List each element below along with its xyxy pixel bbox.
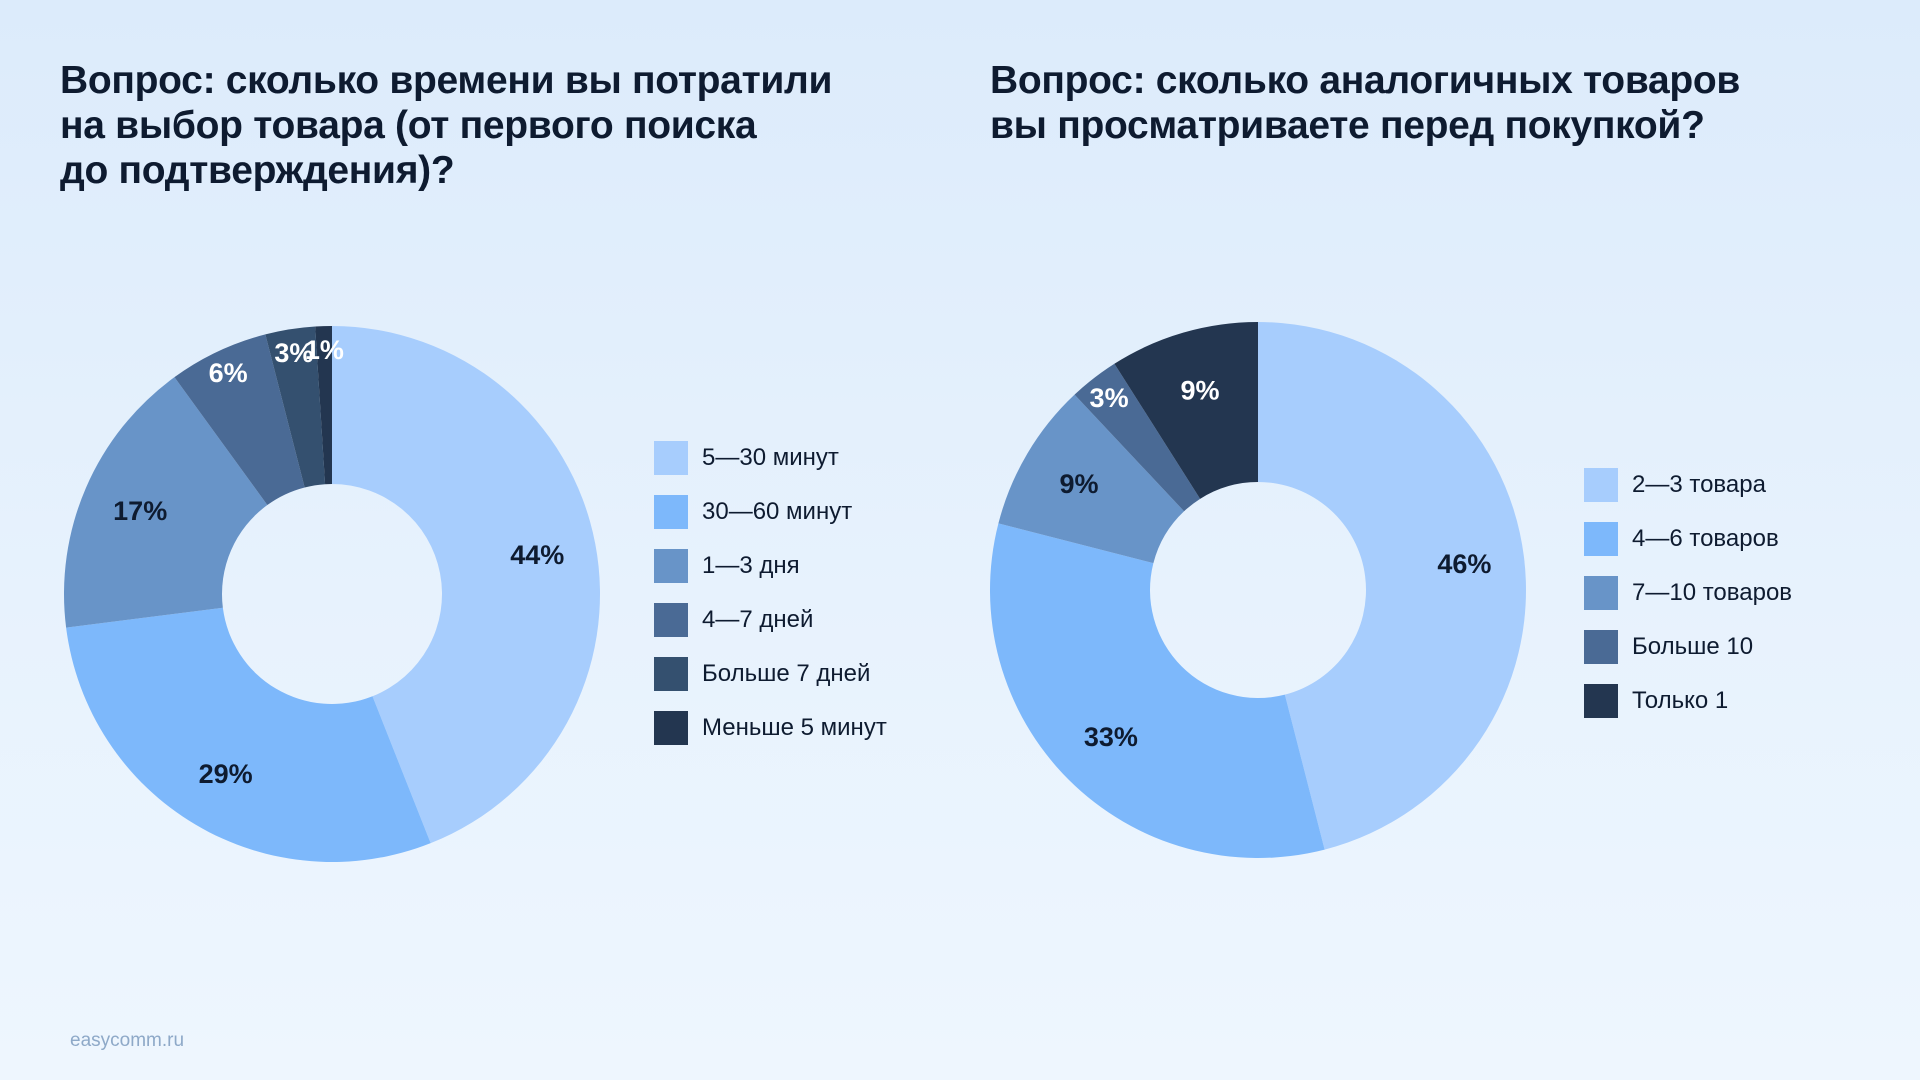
legend-label: 2—3 товара [1632,471,1766,498]
donut-slice [1258,322,1526,850]
chart-title-time-spent: Вопрос: сколько времени вы потратили на … [60,59,833,192]
legend-label: Больше 7 дней [702,660,871,687]
legend-swatch [654,711,688,745]
legend-item: 4—7 дней [654,593,887,647]
legend-item: Только 1 [1584,674,1792,728]
legend-label: 7—10 товаров [1632,579,1793,606]
slice-percent-label: 9% [1180,375,1219,405]
donut-slice [315,326,332,485]
slice-percent-label: 44% [510,540,564,570]
donut-slice [998,394,1185,564]
legend-item: 7—10 товаров [1584,566,1792,620]
legend-label: Меньше 5 минут [702,714,887,741]
legend-label: Больше 10 [1632,633,1754,660]
legend-item: 1—3 дня [654,539,887,593]
donut-slice [1074,363,1201,512]
legend-label: Только 1 [1632,687,1729,714]
donut-slice [174,334,305,506]
site-footer-link[interactable]: easycomm.ru [70,1030,185,1051]
legend-label: 4—7 дней [702,606,814,633]
legend-label: 30—60 минут [702,498,853,525]
legend-swatch [654,603,688,637]
legend-swatch [1584,630,1618,664]
donut-slice [990,523,1325,858]
legend-item: 2—3 товара [1584,458,1792,512]
legend-label: 1—3 дня [702,552,800,579]
slice-percent-label: 9% [1059,469,1098,499]
slice-percent-label: 29% [199,759,253,789]
legend-time-spent: 5—30 минут 30—60 минут 1—3 дня 4—7 дней Боль… [654,431,887,755]
legend-swatch [654,495,688,529]
legend-swatch [1584,684,1618,718]
legend-swatch [654,549,688,583]
donut-chart-similar-products: 46% 33% 9% 3% 9% [990,322,1526,858]
legend-item: Больше 7 дней [654,647,887,701]
slice-percent-label: 6% [209,358,248,388]
legend-item: 30—60 минут [654,485,887,539]
legend-swatch [1584,522,1618,556]
legend-item: Больше 10 [1584,620,1792,674]
legend-label: 4—6 товаров [1632,525,1779,552]
legend-item: 4—6 товаров [1584,512,1792,566]
legend-swatch [1584,468,1618,502]
slice-percent-label: 17% [113,496,167,526]
donut-slice [63,377,268,628]
legend-swatch [654,441,688,475]
donut-slice [66,607,431,862]
donut-slice [265,326,326,488]
slice-percent-label: 46% [1437,549,1491,579]
legend-swatch [654,657,688,691]
slice-percent-label: 33% [1084,722,1138,752]
chart-title-similar-products: Вопрос: сколько аналогичных товаров вы п… [990,59,1741,147]
legend-similar-products: 2—3 товара 4—6 товаров 7—10 товаров Больше … [1584,458,1792,728]
slice-percent-label: 1% [305,335,344,365]
donut-slice [332,326,601,844]
slice-percent-label: 3% [274,338,313,368]
legend-label: 5—30 минут [702,444,839,471]
donut-slice [1114,322,1258,499]
legend-item: Меньше 5 минут [654,701,887,755]
slice-percent-label: 3% [1090,383,1129,413]
donut-chart-time-spent: 44% 29% 17% 6% 3%1% [63,326,601,862]
legend-item: 5—30 минут [654,431,887,485]
legend-swatch [1584,576,1618,610]
